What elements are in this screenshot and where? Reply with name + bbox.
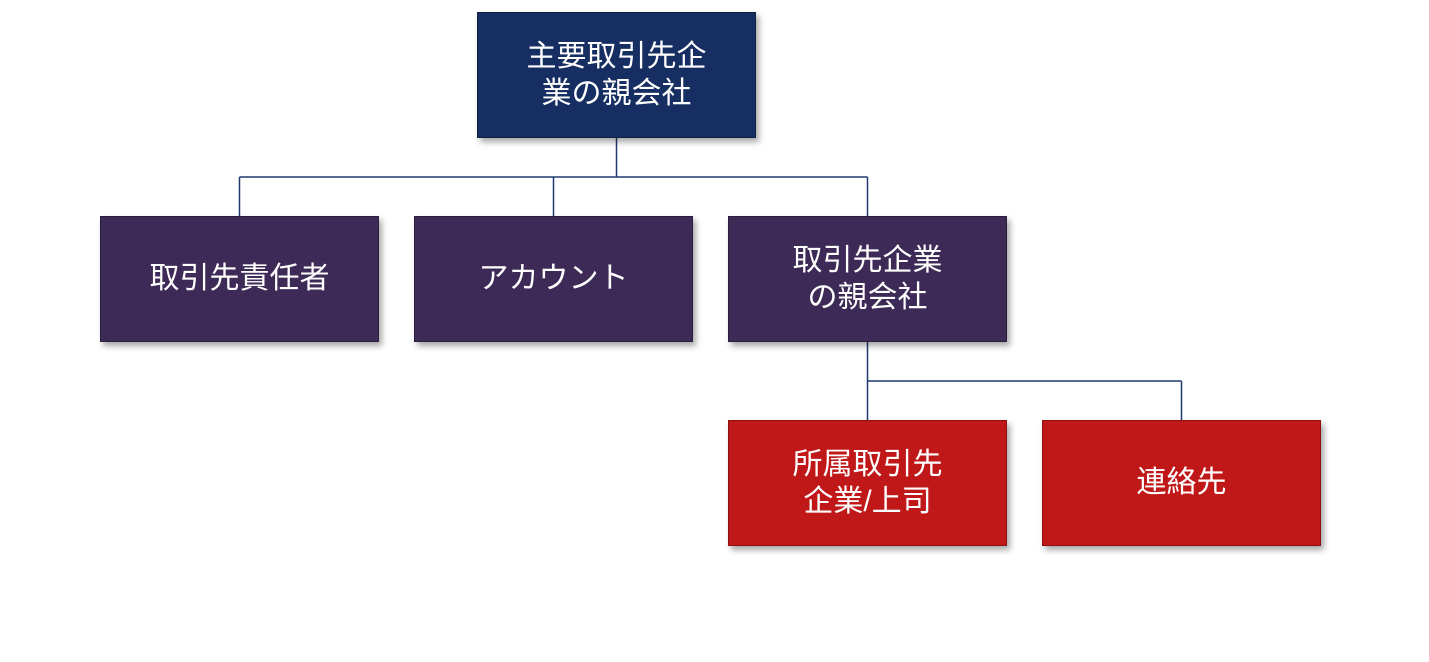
tree-node-label: 主要取引先企業の親会社 bbox=[527, 38, 707, 113]
tree-node-g2: 連絡先 bbox=[1042, 420, 1321, 546]
tree-node-label: 連絡先 bbox=[1137, 464, 1227, 502]
tree-node-root: 主要取引先企業の親会社 bbox=[477, 12, 756, 138]
tree-node-label: 所属取引先企業/上司 bbox=[793, 446, 943, 521]
tree-node-c1: 取引先責任者 bbox=[100, 216, 379, 342]
tree-node-label: 取引先責任者 bbox=[150, 260, 330, 298]
tree-node-label: アカウント bbox=[479, 260, 629, 298]
tree-node-label: 取引先企業の親会社 bbox=[793, 242, 943, 317]
tree-node-c2: アカウント bbox=[414, 216, 693, 342]
tree-node-c3: 取引先企業の親会社 bbox=[728, 216, 1007, 342]
tree-node-g1: 所属取引先企業/上司 bbox=[728, 420, 1007, 546]
